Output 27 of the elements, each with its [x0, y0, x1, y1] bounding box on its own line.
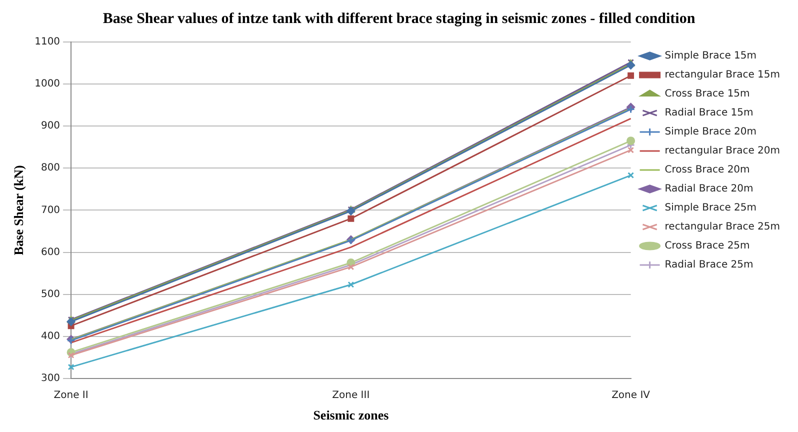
legend-label: rectangular Brace 15m — [664, 70, 780, 81]
y-tick-label: 400 — [40, 330, 60, 342]
legend-label: Cross Brace 15m — [664, 88, 750, 100]
legend-label: Cross Brace 25m — [664, 240, 750, 252]
y-tick-label: 700 — [40, 204, 60, 216]
y-tick-label: 500 — [40, 288, 60, 300]
legend-label: Simple Brace 15m — [664, 50, 757, 62]
legend-label: Radial Brace 25m — [664, 260, 754, 271]
y-tick-label: 1100 — [34, 36, 60, 48]
y-axis-title: Base Shear (kN) — [11, 165, 26, 256]
legend-label: rectangular Brace 25m — [664, 222, 780, 233]
x-axis-title: Seismic zones — [313, 408, 389, 423]
chart-title: Base Shear values of intze tank with different brace staging in seismic zones - filled condition — [102, 10, 696, 27]
legend-label: Simple Brace 20m — [664, 126, 757, 138]
y-tick-label: 300 — [40, 372, 60, 384]
y-tick-label: 900 — [40, 120, 60, 132]
y-tick-label: 600 — [40, 246, 60, 258]
legend-label: Radial Brace 20m — [664, 184, 754, 195]
legend-label: Simple Brace 25m — [664, 202, 757, 214]
legend-label: Radial Brace 15m — [664, 108, 754, 119]
x-tick-label: Zone III — [332, 390, 370, 401]
y-tick-label: 800 — [40, 162, 60, 174]
y-tick-label: 1000 — [34, 78, 60, 90]
x-tick-label: Zone IV — [612, 390, 650, 401]
legend-label: rectangular Brace 20m — [664, 146, 780, 157]
x-tick-label: Zone II — [54, 390, 88, 401]
legend-label: Cross Brace 20m — [664, 164, 750, 176]
